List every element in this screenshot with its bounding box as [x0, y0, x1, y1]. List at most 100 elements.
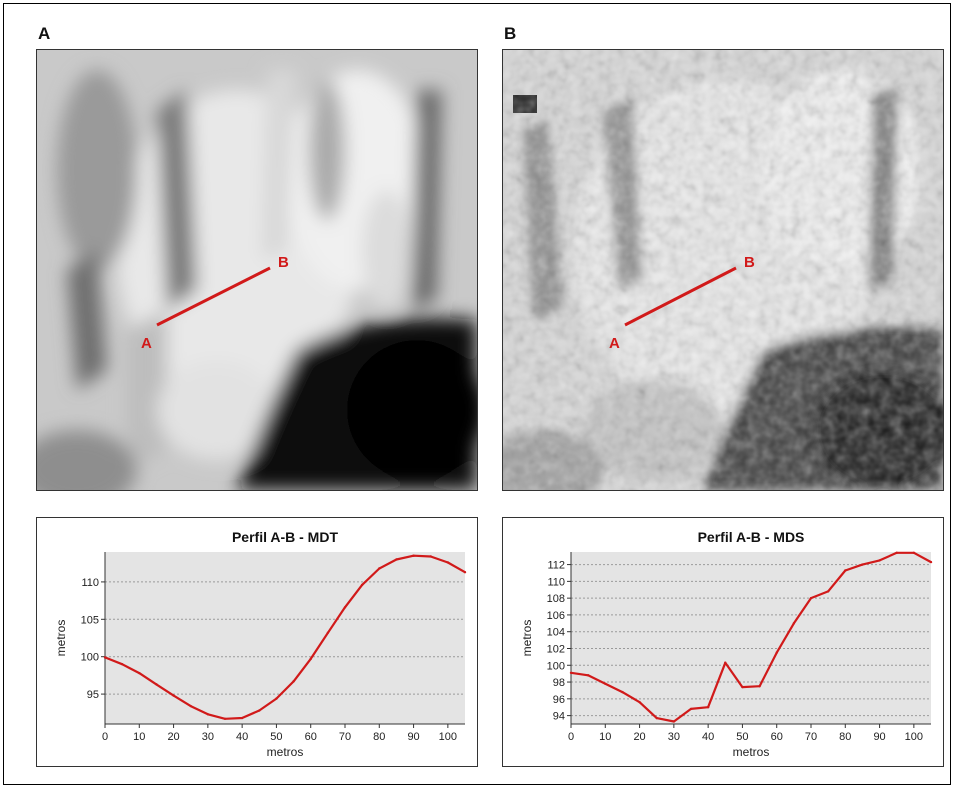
x-tick-label-mdt: 100	[439, 731, 457, 743]
data-point-mdt	[189, 704, 192, 708]
data-point-mds	[792, 622, 796, 625]
data-point-mdt	[395, 558, 398, 561]
data-point-mdt	[463, 570, 467, 574]
y-tick-label-mds: 100	[547, 660, 565, 672]
data-point-mdt	[103, 656, 107, 659]
data-point-mds	[689, 707, 693, 711]
figure-frame: A B	[3, 3, 951, 785]
x-tick-label-mds: 40	[702, 731, 714, 743]
data-point-mdt	[240, 716, 244, 720]
y-tick-label-mds: 98	[553, 677, 565, 689]
chart-box-mds: Perfil A-B - MDS 94 96 98 100 102 104 106 108 110…	[502, 517, 944, 767]
profile-series-line-mds	[570, 551, 932, 723]
data-point-mds	[758, 685, 761, 688]
data-point-mds	[672, 720, 676, 723]
data-point-mdt	[172, 694, 175, 697]
data-point-mds	[724, 661, 727, 664]
x-tick-label-mds: 80	[839, 731, 851, 743]
x-tick-label-mds: 20	[633, 731, 645, 743]
y-tick-label-mds: 110	[547, 576, 565, 588]
y-tick-label-mds: 104	[547, 627, 565, 639]
y-tick-label-mds: 94	[553, 711, 565, 723]
x-tick-label-mds: 30	[668, 731, 680, 743]
y-tick-label-mds: 106	[547, 610, 565, 622]
x-tick-label-mdt: 40	[236, 731, 248, 743]
x-tick-label-mdt: 60	[305, 731, 317, 743]
x-tick-label-mds: 70	[805, 731, 817, 743]
data-point-mds	[569, 671, 573, 675]
data-point-mdt	[446, 561, 450, 564]
data-point-mdt	[378, 567, 381, 570]
data-point-mdt	[360, 583, 364, 587]
x-tick-label-mds: 0	[568, 731, 574, 743]
chart-box-mdt: Perfil A-B - MDT 95 100 105 110 0 10 20 30 40 50 60…	[36, 517, 478, 767]
data-point-mds	[861, 563, 864, 566]
chart-title-mdt: Perfil A-B - MDT	[232, 529, 338, 545]
y-tick-label-mds: 112	[547, 560, 565, 572]
x-tick-label-mdt: 0	[102, 731, 108, 743]
plot-area-mdt	[105, 552, 465, 724]
point-label-a-mds: A	[609, 335, 620, 352]
data-point-mdt	[223, 717, 227, 720]
profile-series-line-mdt	[104, 554, 466, 720]
x-axis-label-mds: metros	[733, 745, 770, 759]
x-tick-label-mds: 50	[736, 731, 748, 743]
data-point-mdt	[155, 683, 158, 686]
data-point-mdt	[326, 631, 330, 634]
y-tick-label-mdt: 95	[87, 689, 99, 701]
profile-chart-mdt: Perfil A-B - MDT 95 100 105 110 0 10 20 30 40 50 60…	[54, 529, 467, 759]
x-tick-label-mdt: 10	[133, 731, 145, 743]
point-label-b-mdt: B	[278, 254, 289, 271]
x-tick-label-mds: 10	[599, 731, 611, 743]
x-tick-label-mdt: 20	[167, 731, 179, 743]
terrain-image-mds: A B	[503, 50, 943, 490]
y-tick-label-mds: 108	[547, 593, 565, 605]
x-tick-label-mds: 100	[905, 731, 923, 743]
data-point-mdt	[120, 662, 124, 666]
panel-letter-left: A	[38, 24, 51, 43]
data-point-mdt	[292, 680, 295, 683]
plot-area-mds	[571, 552, 931, 724]
y-axis-label-mdt: metros	[54, 620, 68, 657]
point-label-a-mdt: A	[141, 335, 152, 352]
chart-title-mds: Perfil A-B - MDS	[698, 529, 805, 545]
x-tick-label-mdt: 80	[373, 731, 385, 743]
x-tick-label-mdt: 50	[270, 731, 282, 743]
data-point-mds	[895, 551, 898, 555]
data-point-mds	[826, 590, 830, 593]
y-tick-label-mdt: 100	[81, 652, 99, 664]
data-point-mdt	[412, 554, 415, 557]
data-point-mds	[741, 685, 744, 689]
data-point-mds	[586, 674, 590, 677]
x-tick-label-mds: 60	[771, 731, 783, 743]
data-point-mds	[929, 560, 933, 564]
data-point-mds	[809, 596, 813, 600]
y-tick-label-mdt: 105	[81, 614, 99, 626]
data-point-mds	[621, 690, 624, 694]
data-point-mdt	[138, 671, 141, 675]
x-tick-label-mds: 90	[873, 731, 885, 743]
profile-line-mdt	[156, 266, 271, 327]
y-tick-label-mds: 96	[553, 694, 565, 706]
terrain-image-mdt: A B	[37, 50, 477, 490]
data-point-mds	[775, 651, 778, 654]
y-tick-label-mdt: 110	[81, 577, 99, 589]
x-tick-label-mdt: 30	[202, 731, 214, 743]
data-point-mdt	[258, 709, 261, 712]
data-point-mds	[655, 716, 658, 720]
profile-line-mds	[624, 266, 737, 327]
x-tick-label-mdt: 90	[407, 731, 419, 743]
y-tick-label-mds: 102	[547, 643, 565, 655]
data-point-mdt	[429, 555, 432, 558]
data-point-mdt	[309, 657, 312, 661]
data-point-mdt	[206, 713, 210, 716]
profile-chart-mds: Perfil A-B - MDS949698100102104106108110…	[520, 529, 933, 759]
map-mdt: A B	[36, 49, 478, 491]
y-axis-label-mds: metros	[520, 620, 534, 657]
data-point-mds	[604, 682, 607, 685]
data-point-mds	[844, 569, 847, 572]
data-point-mds	[638, 700, 641, 704]
data-point-mds	[706, 706, 710, 709]
data-point-mds	[912, 551, 916, 555]
x-tick-label-mdt: 70	[339, 731, 351, 743]
